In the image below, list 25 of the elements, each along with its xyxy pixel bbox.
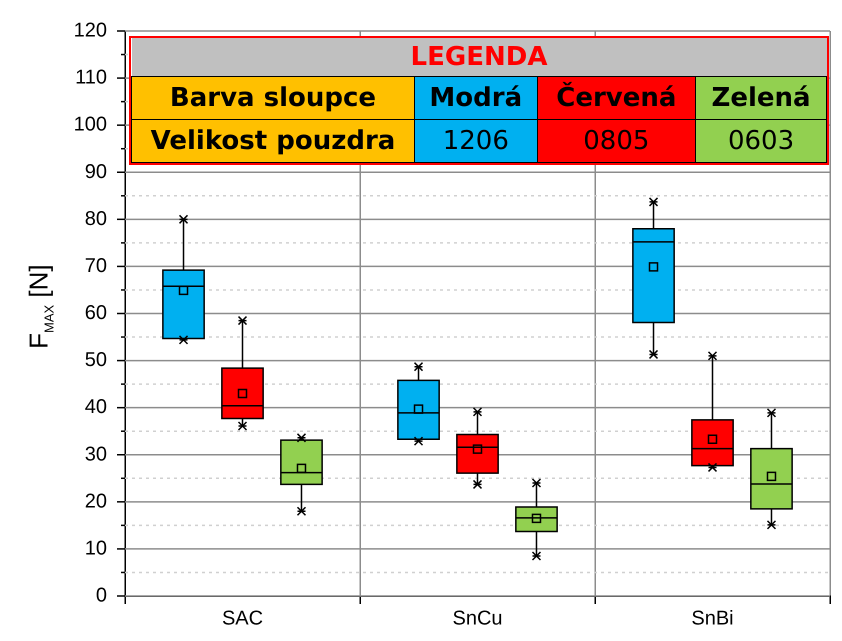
y-tick-label: 50 [84, 349, 107, 372]
x-tick-label: SnCu [452, 608, 503, 630]
annotation: Barva sloupce [132, 76, 414, 120]
annotation: Velikost pouzdra [132, 120, 414, 162]
y-tick-label: 110 [75, 66, 107, 89]
y-tick-label: 20 [84, 490, 107, 512]
text: 1206 [442, 126, 509, 156]
x-tick-label: SnBi [691, 608, 734, 630]
y-tick-label: 80 [84, 208, 107, 230]
y-tick-label: 100 [74, 114, 107, 136]
text: 0805 [583, 126, 650, 156]
y-tick-label: 60 [84, 302, 107, 324]
annotation: Modrá [414, 76, 538, 120]
y-tick-label: 30 [84, 443, 107, 466]
y-tick-label: 120 [74, 20, 107, 42]
y-tick-label: 70 [84, 254, 107, 277]
legend-title: LEGENDA [132, 38, 826, 76]
y-tick-label: 90 [84, 160, 107, 183]
annotation: Zelená [696, 76, 826, 120]
y-tick-label: 40 [84, 396, 107, 418]
x-tick-label: SAC [222, 608, 264, 630]
text: 0603 [728, 126, 794, 156]
annotation: Červená [537, 76, 696, 120]
y-tick-label: 10 [84, 537, 107, 560]
y-tick-label: 0 [96, 584, 107, 607]
